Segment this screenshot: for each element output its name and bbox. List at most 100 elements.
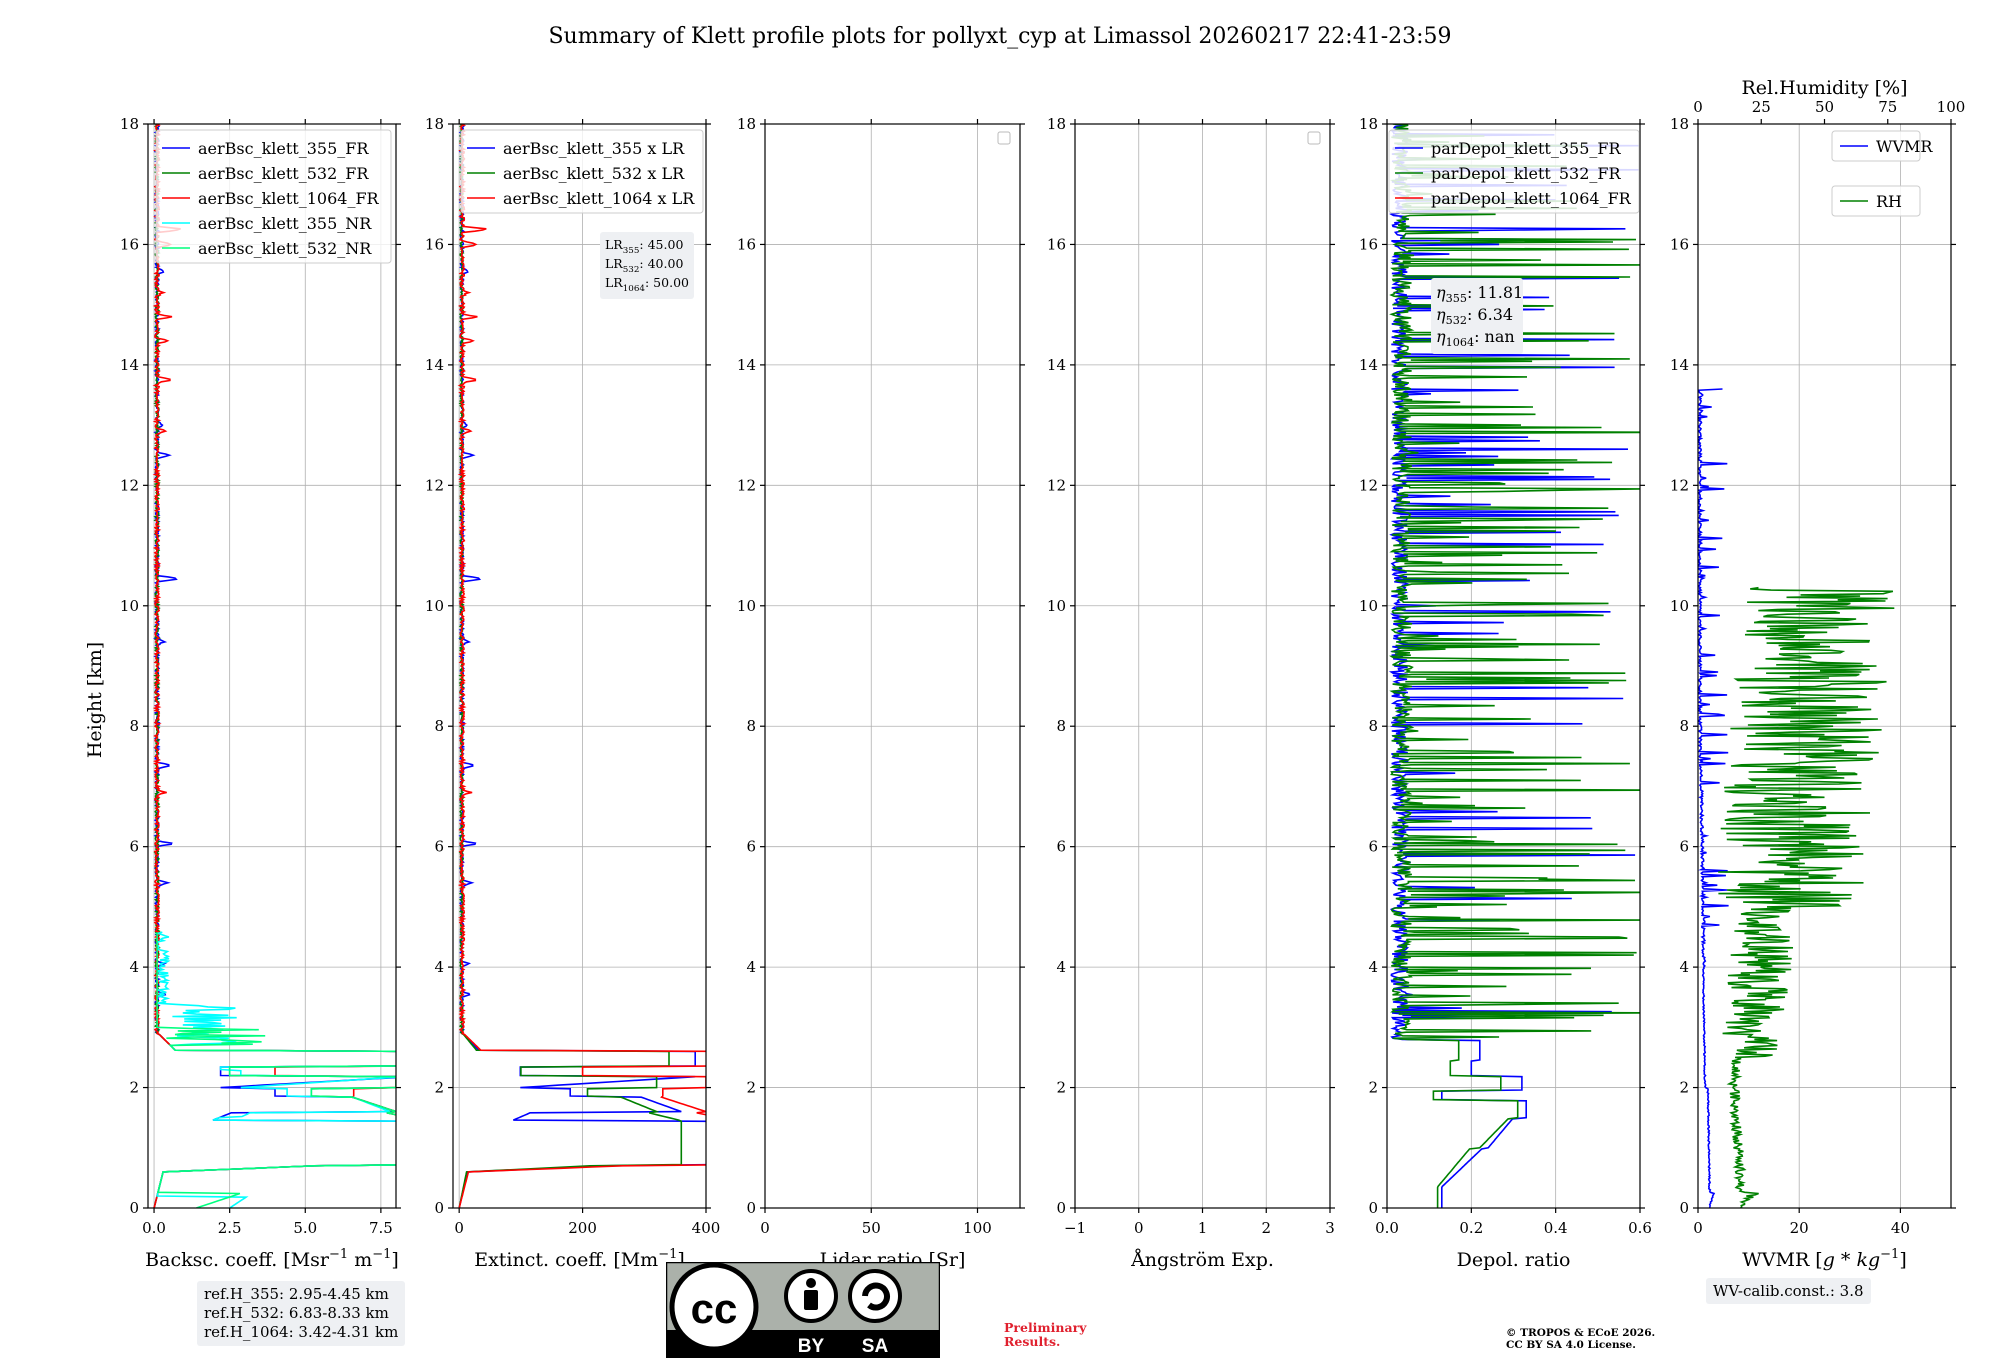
x-axis-label: Extinct. coeff. [Mm−1]	[474, 1247, 685, 1271]
x-axis-label: Depol. ratio	[1457, 1249, 1571, 1271]
y-tick-label: 16	[1670, 235, 1689, 253]
y-tick-label: 10	[1047, 597, 1066, 615]
y-tick-label: 6	[746, 838, 756, 856]
y-tick-label: 0	[434, 1199, 444, 1217]
y-tick-label: 14	[120, 356, 139, 374]
empty-legend	[1307, 131, 1321, 145]
axes-frame	[452, 123, 707, 1209]
y-tick-label: 18	[1670, 115, 1689, 133]
y-tick-label: 6	[1368, 838, 1378, 856]
x-axis-label: Ångström Exp.	[1130, 1249, 1274, 1271]
y-tick-label: 0	[1056, 1199, 1066, 1217]
series-group-bsc	[152, 124, 396, 1208]
series-group-dep	[1388, 124, 1640, 1208]
x-tick-label: 0.0	[142, 1219, 166, 1237]
annotation-LR-355: LR355: 45.00	[605, 237, 683, 256]
y-tick-label: 10	[1359, 597, 1378, 615]
panel-dep: 0.0 0.2 0.4 0.6 0 2 4 6 8 10 12 14 16 18 Depol. ratio p…	[1359, 115, 1652, 1271]
y-tick-label: 12	[737, 476, 756, 494]
annotation-box	[600, 232, 694, 299]
y-tick-label: 16	[1047, 235, 1066, 253]
y-tick-label: 6	[129, 838, 139, 856]
y-tick-label: 16	[120, 235, 139, 253]
annotation-η-532: η532: 6.34	[1436, 305, 1513, 327]
y-axis-label: Height [km]	[84, 642, 106, 758]
axes-frame	[1386, 123, 1641, 1209]
y-tick-label: 8	[1368, 717, 1378, 735]
x-tick-label: 400	[692, 1219, 721, 1237]
axes-frame	[147, 123, 397, 1209]
y-tick-label: 16	[425, 235, 444, 253]
legend-label: RH	[1876, 192, 1902, 211]
y-tick-label: 4	[129, 958, 139, 976]
y-tick-label: 6	[434, 838, 444, 856]
top-x-tick-label: 75	[1878, 98, 1897, 116]
y-tick-label: 18	[425, 115, 444, 133]
annotation-box	[1431, 278, 1523, 354]
y-tick-label: 12	[1047, 476, 1066, 494]
x-tick-label: 1	[1198, 1219, 1208, 1237]
x-tick-label: 100	[963, 1219, 992, 1237]
copyright-line-1: © TROPOS & ECoE 2026.	[1506, 1327, 1656, 1339]
legend-label: parDepol_klett_532_FR	[1431, 164, 1622, 183]
preliminary-line-1: Preliminary	[1004, 1320, 1087, 1335]
x-tick-label: 2.5	[218, 1219, 242, 1237]
annotation-η-355: η355: 11.81	[1436, 283, 1523, 305]
series-group-ext	[457, 124, 706, 1208]
panel-ext: 0 200 400 0 2 4 6 8 10 12 14 16 18 Extinct. coeff. [M…	[425, 115, 721, 1271]
x-tick-label: 40	[1891, 1219, 1910, 1237]
top-x-axis-label: Rel.Humidity [%]	[1741, 77, 1907, 99]
x-tick-label: 3	[1325, 1219, 1335, 1237]
y-tick-label: 8	[129, 717, 139, 735]
y-tick-label: 2	[746, 1079, 756, 1097]
x-tick-label: 0.4	[1544, 1219, 1568, 1237]
preliminary-line-2: Results.	[1004, 1334, 1061, 1349]
cc-by-sa-license-logo: cc BY SA	[666, 1262, 940, 1358]
top-x-tick-label: 0	[1693, 98, 1703, 116]
wv-calibration-box: WV-calib.const.: 3.8	[1706, 1278, 1871, 1304]
x-tick-label: 50	[862, 1219, 881, 1237]
empty-legend	[997, 131, 1011, 145]
y-tick-label: 12	[1359, 476, 1378, 494]
x-tick-label: 0	[1693, 1219, 1703, 1237]
ref-height-532: ref.H_532: 6.83-8.33 km	[204, 1304, 389, 1322]
legend-label: parDepol_klett_1064_FR	[1431, 189, 1632, 208]
by-person-head-icon	[806, 1278, 816, 1288]
legend-label: aerBsc_klett_355_NR	[198, 214, 372, 233]
x-tick-label: 0	[454, 1219, 464, 1237]
x-tick-label: −1	[1064, 1219, 1086, 1237]
annotation-LR-1064: LR1064: 50.00	[605, 275, 689, 294]
legend-label: aerBsc_klett_532_NR	[198, 239, 372, 258]
y-tick-label: 2	[434, 1079, 444, 1097]
y-tick-label: 10	[120, 597, 139, 615]
x-tick-label: 20	[1790, 1219, 1809, 1237]
legend-box	[460, 129, 704, 214]
x-tick-label: 0.6	[1628, 1219, 1652, 1237]
y-tick-label: 14	[1670, 356, 1689, 374]
x-tick-label: 0.0	[1375, 1219, 1399, 1237]
series-line-aerBsc_klett_1064 x LR	[457, 124, 706, 1208]
copyright-note: © TROPOS & ECoE 2026. CC BY SA 4.0 Licen…	[1506, 1327, 1655, 1351]
figure-title: Summary of Klett profile plots for polly…	[548, 24, 1451, 49]
legend-label: aerBsc_klett_532 x LR	[503, 164, 685, 183]
y-tick-label: 8	[746, 717, 756, 735]
ref-height-355: ref.H_355: 2.95-4.45 km	[204, 1285, 389, 1303]
x-tick-label: 0.2	[1459, 1219, 1483, 1237]
series-line-WVMR	[1698, 388, 1729, 1208]
y-tick-label: 4	[1679, 958, 1689, 976]
panel-bsc: 0.0 2.5 5.0 7.5 0 2 4 6 8 10 12 14 16 18 Backsc. coeff…	[120, 115, 401, 1271]
y-tick-label: 10	[1670, 597, 1689, 615]
y-tick-label: 12	[1670, 476, 1689, 494]
y-tick-label: 2	[1368, 1079, 1378, 1097]
x-tick-label: 5.0	[293, 1219, 317, 1237]
legend-box-RH	[1831, 185, 1921, 217]
y-tick-label: 0	[746, 1199, 756, 1217]
y-tick-label: 18	[737, 115, 756, 133]
y-tick-label: 18	[120, 115, 139, 133]
y-tick-label: 4	[434, 958, 444, 976]
y-tick-label: 8	[1679, 717, 1689, 735]
top-x-tick-label: 50	[1815, 98, 1834, 116]
y-tick-label: 14	[737, 356, 756, 374]
